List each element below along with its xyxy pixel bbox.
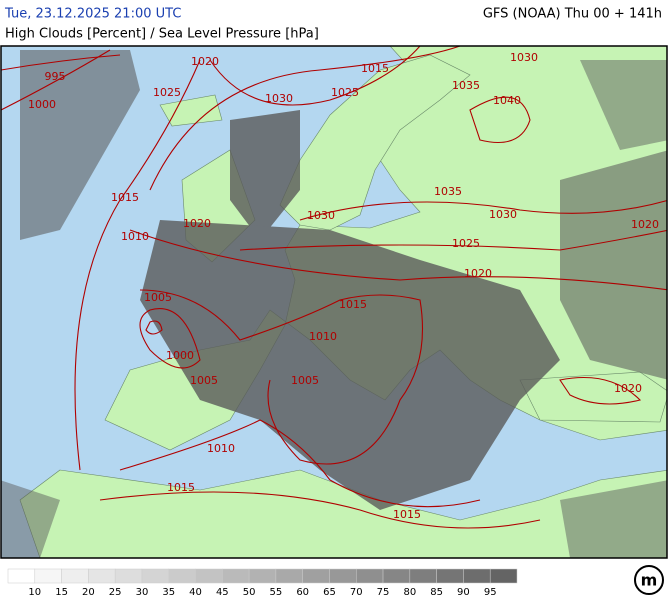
legend-swatch [7, 568, 36, 584]
legend-swatch [34, 568, 62, 584]
legend-label: 65 [323, 587, 336, 598]
model-run: GFS (NOAA) Thu 00 + 141h [483, 7, 662, 22]
isobar-label: 1020 [183, 217, 211, 230]
legend-swatch [436, 568, 464, 584]
isobar-label: 1005 [190, 374, 218, 387]
logo: m [634, 565, 664, 595]
legend-swatch [61, 568, 89, 584]
legend-label: 25 [109, 587, 122, 598]
isobar-label: 1015 [167, 481, 195, 494]
legend-swatch [329, 568, 357, 584]
legend: 10 15 20 25 30 35 40 45 50 55 60 65 70 75 80 85 90 95 [7, 568, 518, 598]
isobar-label: 1010 [207, 442, 235, 455]
legend-label: 55 [270, 587, 283, 598]
legend-swatch [356, 568, 384, 584]
isobar-label: 1030 [307, 209, 335, 222]
isobar-label: 1030 [265, 92, 293, 105]
isobar-label: 995 [45, 70, 66, 83]
datetime: Tue, 23.12.2025 21:00 UTC [4, 7, 181, 22]
legend-swatch [409, 568, 437, 584]
legend-swatch [114, 568, 143, 584]
legend-label: 40 [189, 587, 202, 598]
isobar-label: 1015 [111, 191, 139, 204]
isobar-label: 1040 [493, 94, 521, 107]
legend-label: 95 [484, 587, 497, 598]
isobar-label: 1015 [393, 508, 421, 521]
isobar-label: 1025 [331, 86, 359, 99]
legend-swatch [382, 568, 411, 584]
legend-swatch [302, 568, 330, 584]
isobar-label: 1010 [309, 330, 337, 343]
legend-label: 75 [377, 587, 390, 598]
isobar-label: 1030 [489, 208, 517, 221]
isobar-label: 1020 [191, 55, 219, 68]
isobar-label: 1010 [121, 230, 149, 243]
isobar-label: 1025 [452, 237, 480, 250]
legend-label: 20 [82, 587, 95, 598]
legend-swatch [489, 568, 518, 584]
legend-swatch [248, 568, 277, 584]
legend-label: 90 [457, 587, 470, 598]
isobar-label: 1000 [28, 98, 56, 111]
legend-label: 50 [243, 587, 256, 598]
isobar-label: 1005 [144, 291, 172, 304]
isobar-label: 1025 [153, 86, 181, 99]
legend-swatch [222, 568, 250, 584]
legend-label: 30 [136, 587, 149, 598]
isobar-label: 1035 [434, 185, 462, 198]
legend-label: 10 [28, 587, 41, 598]
legend-swatch [275, 568, 303, 584]
legend-label: 45 [216, 587, 229, 598]
isobar-label: 1015 [361, 62, 389, 75]
map-frame [0, 45, 668, 559]
isobar-label: 1000 [166, 349, 194, 362]
isobars [1, 46, 667, 529]
logo-text: m [641, 571, 658, 590]
isobar-label: 1020 [464, 267, 492, 280]
legend-label: 60 [296, 587, 309, 598]
legend-swatch [168, 568, 196, 584]
high-clouds [1, 50, 667, 558]
subtitle: High Clouds [Percent] / Sea Level Pressu… [5, 27, 319, 42]
isobar-label: 1015 [339, 298, 367, 311]
map: 995 1000 1020 1015 1030 1025 1025 1035 1030 1040 1… [0, 45, 668, 559]
legend-label: 80 [403, 587, 416, 598]
legend-swatch [141, 568, 169, 584]
isobar-label: 1020 [631, 218, 659, 231]
legend-swatch [88, 568, 116, 584]
isobar-label: 1035 [452, 79, 480, 92]
isobar-label: 1020 [614, 382, 642, 395]
legend-label: 15 [55, 587, 68, 598]
legend-label: 35 [162, 587, 175, 598]
legend-swatch [463, 568, 491, 584]
legend-swatch [195, 568, 223, 584]
isobar-label: 1030 [510, 51, 538, 64]
isobar-label: 1005 [291, 374, 319, 387]
legend-label: 85 [430, 587, 443, 598]
legend-label: 70 [350, 587, 363, 598]
